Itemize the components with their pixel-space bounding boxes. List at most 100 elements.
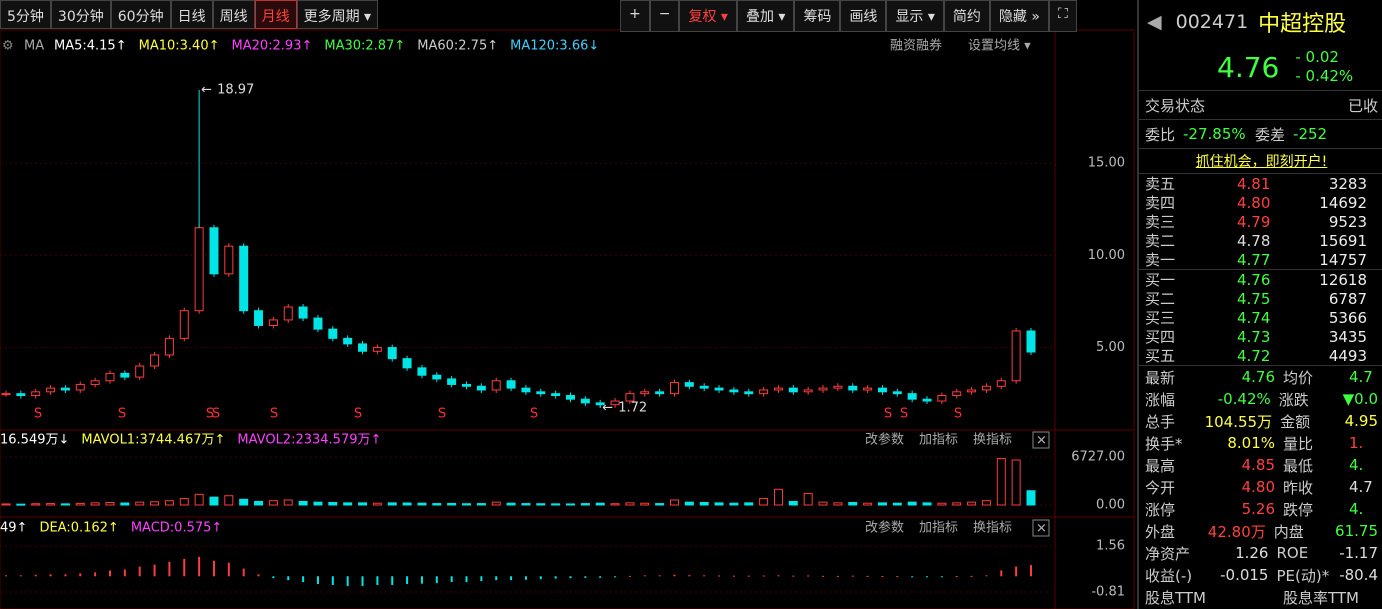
macd-bar (435, 576, 438, 584)
volume-bar (447, 502, 457, 506)
candle (967, 389, 977, 393)
ma-link[interactable]: 设置均线 ▾ (968, 39, 1031, 54)
y-tick-label: 6727.00 (1071, 450, 1125, 465)
candle (372, 347, 382, 352)
indicator-tool[interactable]: 加指标 (919, 433, 958, 448)
y-tick-label: 1.56 (1096, 539, 1125, 554)
stat-row: 换手* 8.01% 量比 1. (1139, 432, 1382, 454)
tool-button[interactable]: ⛶ (1048, 0, 1077, 32)
stat-value: 1. (1349, 434, 1364, 452)
book-label: 卖三 (1145, 213, 1176, 231)
legend-item: 49↑ (0, 521, 27, 536)
wb-row: 委比 -27.85% 委差 -252 (1139, 119, 1382, 148)
book-label: 买五 (1145, 347, 1176, 365)
volume-bar (803, 493, 813, 506)
period-button[interactable]: 5分钟 (0, 0, 51, 29)
candle (551, 393, 561, 397)
macd-bar (168, 561, 171, 577)
tool-button[interactable]: + (620, 0, 650, 32)
macd-bar (911, 576, 914, 578)
period-button[interactable]: 周线 (212, 0, 255, 29)
indicator-tool[interactable]: 改参数 (865, 520, 904, 536)
period-button[interactable]: 30分钟 (50, 0, 111, 29)
candle (684, 382, 694, 387)
legend-item: MA60:2.75↑ (417, 39, 498, 54)
volume-bar (46, 503, 56, 506)
tool-button[interactable]: 叠加 ▾ (736, 0, 795, 32)
stat-label: 量比 (1283, 434, 1314, 453)
volume-bar (981, 500, 991, 506)
legend-item: MAVOL1:3744.467万↑ (81, 433, 225, 448)
event-marker: S (884, 407, 892, 422)
status-label: 交易状态 (1145, 96, 1206, 115)
indicator-tool[interactable]: 换指标 (973, 521, 1012, 536)
stat-row: 涨幅 -0.42% 涨跌 ▼0.0 (1139, 388, 1382, 410)
change-box: - 0.02 - 0.42% (1295, 48, 1353, 86)
candle (833, 385, 843, 389)
candle (640, 391, 650, 395)
volume-bar (194, 493, 204, 506)
book-volume: 4493 (1328, 346, 1367, 365)
tool-button[interactable]: 显示 ▾ (886, 0, 944, 32)
macd-bar (881, 576, 884, 578)
book-price: 4.73 (1237, 327, 1271, 346)
period-button[interactable]: 更多周期 ▾ (296, 0, 379, 29)
panel-frame (0, 29, 1135, 431)
book-price: 4.78 (1237, 231, 1271, 250)
indicator-tool[interactable]: 换指标 (973, 433, 1012, 448)
tool-button[interactable]: − (649, 0, 680, 32)
candle (699, 385, 709, 389)
candle (358, 343, 368, 352)
stat-label: 最新 (1145, 368, 1176, 387)
period-button[interactable]: 日线 (170, 0, 213, 29)
macd-bar (554, 576, 557, 579)
event-marker: S (530, 407, 538, 422)
volume-bar (714, 502, 724, 506)
volume-bar (417, 502, 427, 506)
volume-bar (432, 503, 442, 506)
tool-button[interactable]: 画线 (840, 0, 887, 32)
candle (1, 393, 11, 396)
stat-value: 8.01% (1227, 434, 1275, 452)
volume-bar (536, 503, 546, 506)
candle (31, 391, 41, 397)
macd-bar (94, 572, 97, 577)
close-box[interactable] (1032, 519, 1050, 537)
candle (46, 387, 56, 393)
volume-bar (967, 501, 977, 506)
macd-bar (614, 576, 617, 578)
macd-bar (287, 576, 290, 581)
period-button[interactable]: 60分钟 (110, 0, 171, 29)
candle (610, 400, 620, 406)
tool-button[interactable]: 隐藏 » (989, 0, 1049, 32)
indicator-tool[interactable]: 改参数 (865, 432, 904, 448)
volume-bar (877, 502, 887, 506)
volume-bar (848, 502, 858, 506)
candle (922, 398, 932, 402)
volume-bar (31, 503, 41, 506)
tool-button[interactable]: 复权 ▾ (679, 0, 737, 32)
back-icon[interactable]: ◀ (1147, 11, 1162, 33)
candle (907, 393, 917, 400)
code: 002471 (1175, 11, 1249, 33)
candle (164, 337, 174, 356)
stat-row: 涨停 5.26 跌停 4. (1139, 498, 1382, 520)
book-label: 买三 (1145, 309, 1176, 327)
volume-bar (105, 502, 115, 506)
stat-value: 4.80 (1241, 478, 1275, 496)
indicator-tool[interactable]: 加指标 (919, 521, 958, 536)
macd-bar (955, 576, 958, 578)
candle (432, 374, 442, 380)
close-box[interactable] (1032, 431, 1050, 449)
ma-link[interactable]: 融资融券 (890, 38, 942, 54)
period-button[interactable]: 月线 (254, 0, 297, 29)
tool-button[interactable]: 筹码 (794, 0, 841, 32)
macd-bar (420, 576, 423, 584)
candle (254, 310, 264, 326)
volume-bar (759, 498, 769, 506)
tool-button[interactable]: 简约 (943, 0, 990, 32)
book-row: 买一 4.76 12618 (1139, 270, 1382, 290)
ad-link[interactable]: 抓住机会，即刻开户! (1139, 148, 1382, 173)
macd-bar (732, 575, 735, 577)
close-icon: ✕ (1036, 522, 1047, 537)
